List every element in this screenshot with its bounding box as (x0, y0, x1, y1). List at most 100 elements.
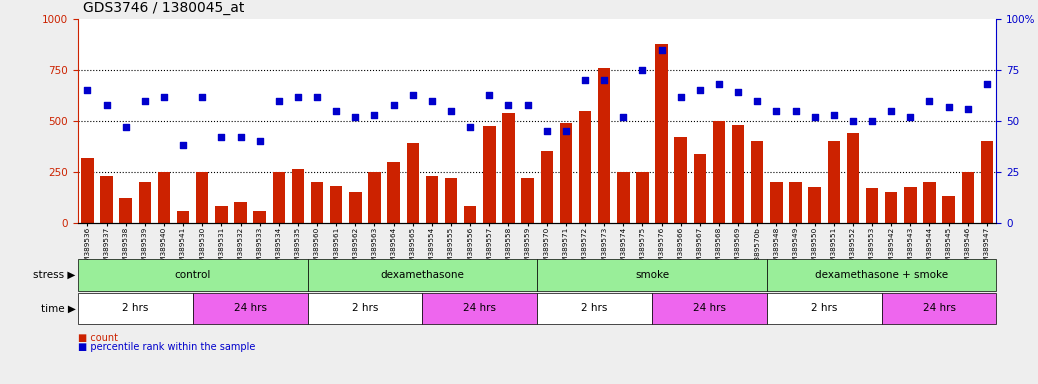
Point (825, 112, 842, 118)
Text: GDS3746 / 1380045_at: GDS3746 / 1380045_at (83, 2, 244, 15)
Point (308, 93, 325, 99)
Bar (636, 172, 649, 223)
Text: 2 hrs: 2 hrs (122, 303, 148, 313)
Point (711, 81, 728, 88)
Point (614, 114, 631, 120)
Point (539, 128, 555, 134)
Point (462, 124, 479, 130)
Point (596, 77, 612, 83)
Point (233, 134, 249, 140)
Point (653, 47, 670, 53)
Bar (330, 186, 343, 223)
Bar (693, 154, 706, 223)
Bar (770, 182, 783, 223)
Bar (809, 187, 821, 223)
Text: 24 hrs: 24 hrs (923, 303, 956, 313)
Point (557, 128, 574, 134)
Text: ■ count: ■ count (78, 333, 118, 343)
Point (519, 102, 536, 108)
Bar (273, 172, 285, 223)
Text: 24 hrs: 24 hrs (234, 303, 267, 313)
Bar (559, 123, 572, 223)
Bar (617, 172, 629, 223)
Text: 2 hrs: 2 hrs (581, 303, 608, 313)
Text: stress ▶: stress ▶ (33, 270, 76, 280)
Point (156, 93, 172, 99)
Point (213, 134, 229, 140)
Bar (253, 210, 266, 223)
Bar (407, 143, 419, 223)
Point (366, 112, 383, 118)
Bar (215, 207, 227, 223)
Bar (502, 113, 515, 223)
Text: dexamethasone + smoke: dexamethasone + smoke (815, 270, 949, 280)
Bar (885, 192, 898, 223)
Bar (176, 210, 189, 223)
Text: 24 hrs: 24 hrs (693, 303, 726, 313)
Point (940, 104, 957, 110)
Bar (598, 68, 610, 223)
Bar (483, 126, 495, 223)
Bar (827, 141, 840, 223)
Point (807, 114, 823, 120)
Bar (675, 137, 687, 223)
Point (691, 88, 708, 94)
Point (979, 81, 995, 88)
Bar (521, 178, 534, 223)
Point (673, 93, 689, 99)
Point (634, 67, 651, 73)
Bar (349, 192, 361, 223)
Bar (426, 176, 438, 223)
Bar (196, 172, 209, 223)
Point (481, 91, 497, 98)
Bar (789, 182, 801, 223)
Bar (847, 133, 859, 223)
Point (79, 88, 95, 94)
Point (730, 89, 746, 96)
Bar (655, 44, 667, 223)
Point (251, 138, 268, 144)
Point (174, 142, 191, 149)
Text: 2 hrs: 2 hrs (352, 303, 378, 313)
Text: control: control (174, 270, 211, 280)
Point (864, 118, 880, 124)
Text: ■ percentile rank within the sample: ■ percentile rank within the sample (78, 342, 255, 352)
Point (500, 102, 517, 108)
Point (768, 108, 785, 114)
Point (845, 118, 862, 124)
Point (405, 91, 421, 98)
Point (883, 108, 900, 114)
Bar (158, 172, 170, 223)
Bar (387, 162, 400, 223)
Point (385, 102, 402, 108)
Bar (904, 187, 917, 223)
Bar (541, 152, 553, 223)
Bar (713, 121, 726, 223)
Bar (292, 169, 304, 223)
Text: 2 hrs: 2 hrs (811, 303, 838, 313)
Bar (235, 202, 247, 223)
Bar (139, 182, 152, 223)
Point (328, 108, 345, 114)
Bar (961, 172, 974, 223)
Bar (368, 172, 381, 223)
Bar (981, 141, 993, 223)
Text: dexamethasone: dexamethasone (380, 270, 464, 280)
Bar (119, 198, 132, 223)
Bar (445, 178, 458, 223)
Bar (81, 157, 93, 223)
Bar (923, 182, 935, 223)
Bar (310, 182, 323, 223)
Point (959, 106, 976, 112)
Point (577, 77, 594, 83)
Point (424, 98, 440, 104)
Point (117, 124, 134, 130)
Bar (866, 188, 878, 223)
Bar (732, 125, 744, 223)
Point (99, 102, 115, 108)
Bar (464, 207, 476, 223)
Point (749, 98, 766, 104)
Text: smoke: smoke (635, 270, 670, 280)
Bar (752, 141, 764, 223)
Bar (943, 196, 955, 223)
